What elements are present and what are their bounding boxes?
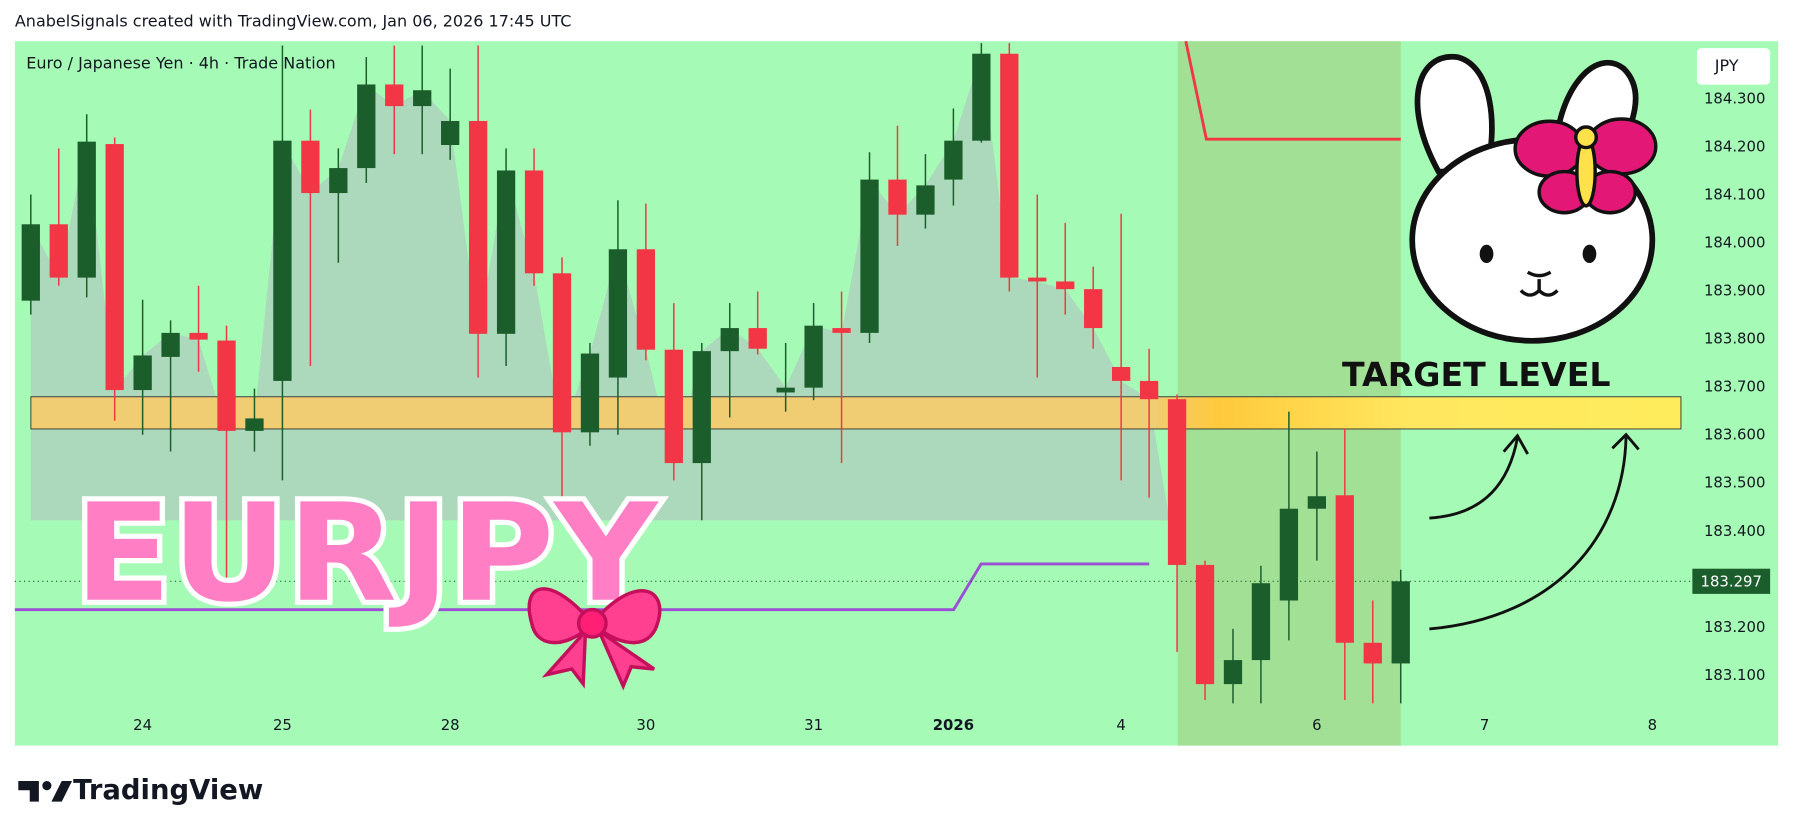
brand-logo <box>18 781 73 802</box>
x-tick-label: 24 <box>133 716 152 734</box>
candle-body <box>580 353 600 433</box>
support-line <box>14 562 1150 612</box>
candle-body <box>77 141 96 278</box>
candle-body <box>692 351 711 464</box>
candle-body <box>832 328 851 333</box>
candle-body <box>1223 660 1243 685</box>
target-zone <box>30 396 1682 430</box>
candle-body <box>804 325 823 388</box>
candle-body <box>49 224 68 278</box>
y-tick-label: 184.200 <box>1704 137 1765 155</box>
candle-body <box>496 170 516 334</box>
arrows <box>1429 432 1640 631</box>
header: AnabelSignals created with TradingView.c… <box>15 11 572 30</box>
candle-body <box>1112 366 1131 381</box>
candle-body <box>1139 380 1159 400</box>
last-price-label: 183.297 <box>1701 572 1762 590</box>
candle-body <box>1084 289 1103 329</box>
candle-body <box>748 328 767 349</box>
candle-body <box>1167 399 1187 565</box>
candle-body <box>888 179 907 215</box>
candle-body <box>776 387 795 393</box>
y-tick-label: 183.200 <box>1704 618 1765 636</box>
candle-body <box>133 355 152 391</box>
currency-box <box>1696 48 1771 85</box>
candle-body <box>636 249 656 350</box>
target-label: TARGET LEVEL <box>1342 355 1610 394</box>
x-tick-label: 4 <box>1116 716 1125 734</box>
candle-body <box>468 120 488 334</box>
candle-body <box>1028 277 1047 282</box>
y-tick-label: 184.100 <box>1704 185 1765 203</box>
candle-body <box>1279 508 1299 601</box>
y-tick-label: 183.400 <box>1704 522 1765 540</box>
candle-body <box>664 349 683 464</box>
x-tick-label: 28 <box>441 716 460 734</box>
candle-body <box>441 120 460 146</box>
candle-body <box>972 53 991 141</box>
candle-body <box>1391 581 1410 664</box>
y-tick-label: 183.100 <box>1704 666 1765 684</box>
candle-body <box>944 140 963 180</box>
candle-body <box>860 179 879 333</box>
candle-body <box>1000 53 1019 278</box>
candle-body <box>1056 281 1075 290</box>
last-price-box <box>1692 568 1771 594</box>
y-tick-label: 183.500 <box>1704 474 1765 492</box>
candle-body <box>1251 583 1271 661</box>
candle-body <box>329 168 348 194</box>
y-tick-label: 184.300 <box>1704 89 1765 107</box>
y-tick-label: 183.900 <box>1704 282 1765 300</box>
x-tick-label: 30 <box>636 716 655 734</box>
candle-body <box>217 340 236 431</box>
bunny-illustration <box>1409 54 1658 344</box>
y-tick-label: 184.000 <box>1704 234 1765 252</box>
brand-name: TradingView <box>73 775 263 806</box>
x-tick-label: 6 <box>1312 716 1321 734</box>
y-tick-label: 183.600 <box>1704 426 1765 444</box>
x-tick-label: 2026 <box>933 716 974 734</box>
x-tick-label: 8 <box>1648 716 1657 734</box>
candle-body <box>161 332 180 357</box>
x-tick-label: 31 <box>804 716 823 734</box>
candle-body <box>301 140 320 194</box>
candle-body <box>413 90 432 107</box>
candle-body <box>385 84 404 107</box>
candle-body <box>357 84 376 169</box>
candle-body <box>273 140 292 381</box>
candle-body <box>105 144 124 391</box>
x-tick-label: 25 <box>273 716 292 734</box>
candle-body <box>552 273 572 433</box>
candle-body <box>1363 642 1382 664</box>
price-area <box>30 53 1178 565</box>
candle-body <box>524 170 544 274</box>
candle-body <box>21 224 40 301</box>
y-tick-label: 183.700 <box>1704 378 1765 396</box>
x-tick-label: 7 <box>1480 716 1489 734</box>
chart-title: Euro / Japanese Yen · 4h · Trade Nation <box>26 54 335 73</box>
candle-body <box>245 418 264 431</box>
resistance-line <box>1184 40 1401 141</box>
y-tick-label: 183.800 <box>1704 330 1765 348</box>
candle-body <box>608 249 628 378</box>
bow-illustration <box>527 587 662 691</box>
candle-body <box>1335 495 1354 643</box>
candle-body <box>916 185 935 215</box>
candle-body <box>1307 496 1326 509</box>
currency-label: JPY <box>1714 56 1739 75</box>
candle-body <box>720 328 739 352</box>
candle-body <box>189 332 208 340</box>
candle-body <box>1195 564 1215 685</box>
